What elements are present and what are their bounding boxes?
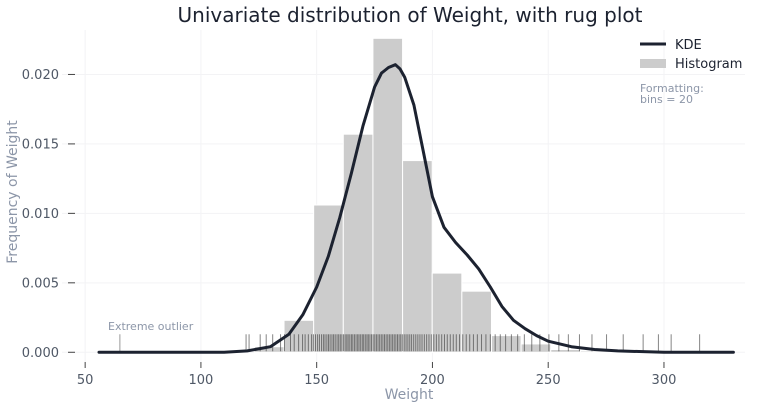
y-tick-label: 0.015 <box>22 137 59 152</box>
x-tick-label: 50 <box>77 373 94 388</box>
legend-histogram-swatch <box>640 59 666 68</box>
histogram-bar <box>313 204 344 353</box>
x-tick-label: 150 <box>304 373 329 388</box>
x-tick-label: 250 <box>536 373 561 388</box>
histogram-bar <box>342 133 374 353</box>
histogram-bar <box>372 37 404 353</box>
histogram-bar <box>461 290 492 353</box>
kde-line <box>97 63 735 354</box>
histogram-bar <box>402 160 433 353</box>
bins-note: bins = 20 <box>640 93 693 106</box>
legend-kde-label: KDE <box>675 38 702 53</box>
legend: KDE Histogram <box>640 38 742 72</box>
axis-ticks: 50 100 150 200 250 300 0.000 0.005 0.010 0.015 0.0… <box>22 68 677 388</box>
x-tick-label: 100 <box>189 373 214 388</box>
x-tick-label: 300 <box>652 373 677 388</box>
formatting-note: Formatting: <box>640 82 704 95</box>
kde-curve-group <box>97 63 735 354</box>
rug-marks <box>119 334 701 352</box>
legend-histogram-label: Histogram <box>675 57 742 72</box>
x-tick-label: 200 <box>420 373 445 388</box>
y-tick-label: 0.020 <box>22 68 59 83</box>
outlier-annotation: Extreme outlier <box>108 320 194 333</box>
y-tick-label: 0.000 <box>22 346 59 361</box>
histogram-bar <box>550 348 581 353</box>
y-axis-label: Frequency of Weight <box>5 120 21 264</box>
histogram-bar <box>490 335 522 353</box>
y-tick-label: 0.010 <box>22 207 59 222</box>
chart-title: Univariate distribution of Weight, with … <box>178 3 643 27</box>
x-axis-label: Weight <box>385 387 434 403</box>
histogram-bar <box>520 343 552 353</box>
y-tick-label: 0.005 <box>22 276 59 291</box>
